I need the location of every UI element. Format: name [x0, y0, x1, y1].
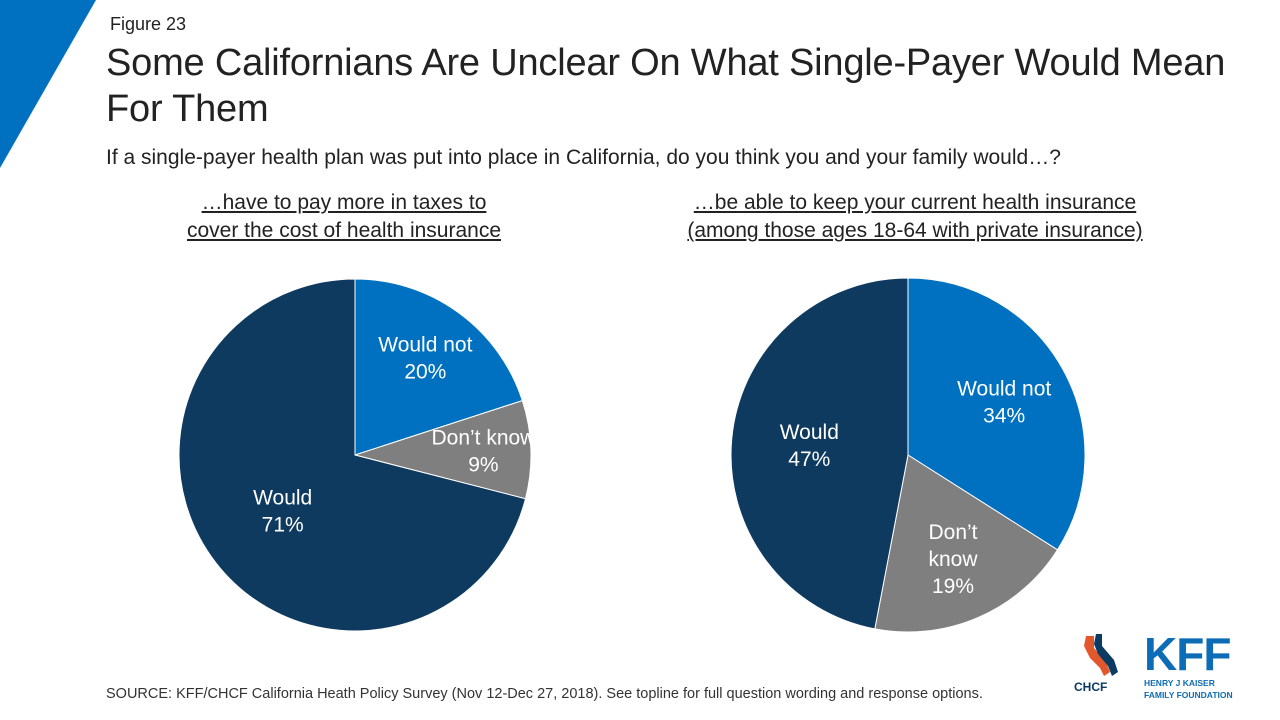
pie-slice-don-t-know [353, 399, 532, 500]
kff-logo-subtext: FAMILY FOUNDATION [1144, 690, 1233, 700]
kff-logo: KFF HENRY J KAISER FAMILY FOUNDATION [1144, 628, 1244, 700]
pie-slice-would [730, 277, 909, 630]
figure-label: Figure 23 [110, 14, 187, 34]
pie-slice-label-line: Would [780, 421, 839, 444]
pie-slice-label: Would 71% [253, 487, 312, 537]
pie-slice-label-line: 19% [932, 575, 974, 598]
chcf-logo: CHCF [1072, 632, 1132, 694]
pie-slice-would-not [907, 277, 1086, 551]
chart-heading-keep-insurance: …be able to keep your current health ins… [630, 189, 1200, 245]
pie-slice-label: Would not 34% [957, 378, 1051, 428]
source-note: SOURCE: KFF/CHCF California Heath Policy… [106, 686, 983, 702]
pie-slice-label-line: 20% [404, 361, 446, 384]
pie-slice-label: Don’t know 9% [431, 426, 536, 476]
pie-slice-would-not [354, 278, 524, 456]
pie-slice-label-line: Don’t [928, 521, 977, 544]
page-subtitle: If a single-payer health plan was put in… [106, 146, 1061, 169]
chart-heading-line: (among those ages 18-64 with private ins… [687, 219, 1143, 242]
pie-slice-label: Would not 20% [378, 334, 472, 384]
chart-heading-line: cover the cost of health insurance [186, 219, 501, 242]
pie-slice-label-line: 9% [468, 453, 498, 476]
chcf-logo-text: CHCF [1074, 680, 1108, 694]
pie-slice-don-t [874, 454, 1059, 633]
pie-slice-label-line: Would not [378, 334, 472, 357]
pie-slice-would [178, 278, 527, 632]
corner-accent-triangle [0, 0, 96, 168]
pie-slice-label-line: Don’t know [431, 426, 536, 449]
pie-slice-label-line: 71% [262, 514, 304, 537]
pie-slice-label-line: know [928, 548, 978, 571]
pie-slice-label-line: Would not [957, 378, 1051, 401]
kff-logo-subtext: HENRY J KAISER [1144, 678, 1215, 688]
page-title: Some Californians Are Unclear On What Si… [106, 42, 1226, 130]
chart-heading-line: …have to pay more in taxes to [201, 191, 487, 214]
kff-logo-letters: KFF [1144, 628, 1231, 680]
pie-slice-label-line: 47% [788, 448, 830, 471]
chart-heading-line: …be able to keep your current health ins… [693, 191, 1137, 214]
pie-slice-label: Don’t know 19% [928, 521, 978, 598]
california-shape-icon [1084, 634, 1118, 676]
pie-slice-label-line: 34% [983, 405, 1025, 428]
pie-slice-label: Would 47% [780, 421, 839, 471]
pie-slice-label-line: Would [253, 487, 312, 510]
chart-heading-taxes: …have to pay more in taxes to cover the … [114, 189, 574, 245]
